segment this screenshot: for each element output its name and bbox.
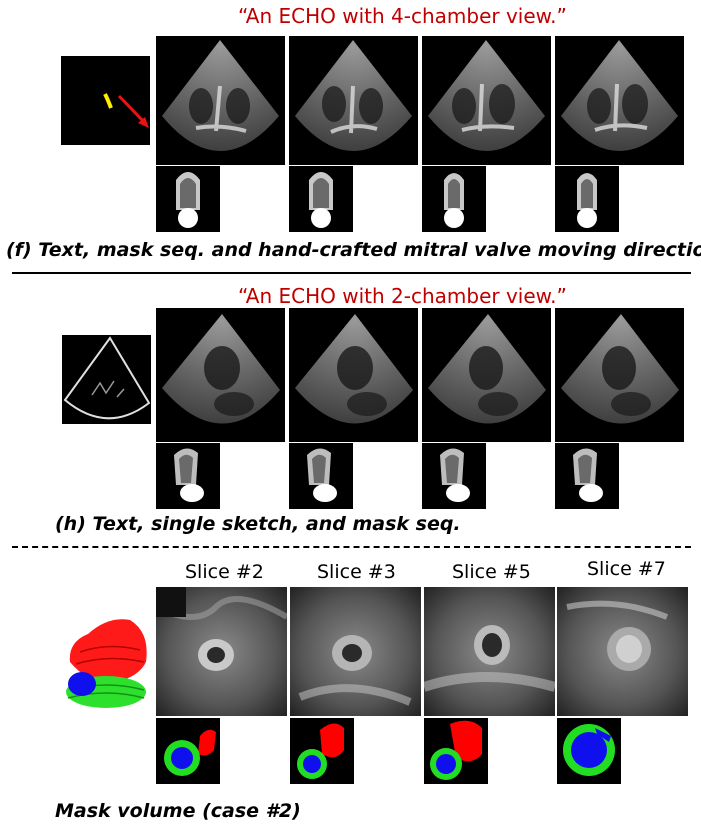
echo-frame (289, 36, 418, 165)
mask-frame (422, 166, 486, 232)
mask-frame (422, 443, 486, 509)
mask-volume-render (58, 612, 154, 712)
mri-mask (156, 718, 220, 784)
mask-frame (289, 443, 353, 509)
mri-slice (290, 587, 421, 716)
slice-label: Slice #7 (587, 558, 666, 580)
slice-label: Slice #2 (185, 561, 264, 583)
mask-frame (156, 166, 220, 232)
divider-solid (12, 272, 691, 274)
echo-frame (422, 308, 551, 442)
direction-arrow-icon (117, 94, 146, 124)
caption-h: (h) Text, single sketch, and mask seq. (55, 513, 461, 535)
mri-slice (424, 587, 555, 716)
prompt-2-chamber: “An ECHO with 2-chamber view.” (238, 284, 567, 308)
caption-mask-volume: Mask volume (case #2) (55, 800, 301, 822)
echo-frame (422, 36, 551, 165)
mri-mask (424, 718, 488, 784)
slice-label: Slice #3 (317, 561, 396, 583)
slice-label: Slice #5 (452, 561, 531, 583)
echo-frame (156, 308, 285, 442)
echo-frame (156, 36, 285, 165)
echo-frame (555, 308, 684, 442)
mitral-direction-sketch (61, 56, 150, 145)
mri-mask (290, 718, 354, 784)
mri-slice (557, 587, 688, 716)
divider-dashed (12, 546, 691, 548)
echo-frame (555, 36, 684, 165)
caption-f: (f) Text, mask seq. and hand-crafted mit… (6, 239, 701, 261)
mask-frame (156, 443, 220, 509)
mitral-stroke-icon (103, 93, 113, 109)
mask-frame (555, 166, 619, 232)
mri-mask (557, 718, 621, 784)
mask-frame (289, 166, 353, 232)
echo-frame (289, 308, 418, 442)
single-sketch (62, 335, 151, 424)
prompt-4-chamber: “An ECHO with 4-chamber view.” (238, 4, 567, 28)
mri-slice (156, 587, 287, 716)
mask-frame (555, 443, 619, 509)
